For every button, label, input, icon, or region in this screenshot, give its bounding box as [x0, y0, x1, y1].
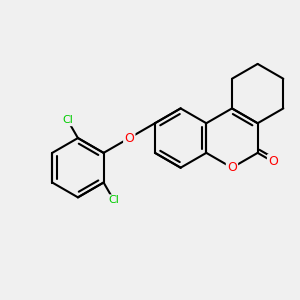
Text: Cl: Cl: [109, 196, 119, 206]
Text: Cl: Cl: [62, 115, 73, 125]
Text: O: O: [227, 161, 237, 174]
Text: O: O: [124, 131, 134, 145]
Text: O: O: [268, 155, 278, 168]
